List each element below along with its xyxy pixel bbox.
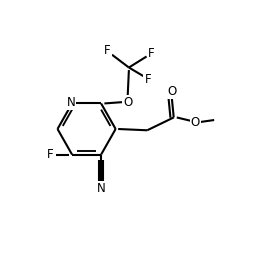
Text: N: N [97,182,105,195]
Text: N: N [66,96,75,109]
Text: O: O [123,96,132,109]
Text: F: F [104,44,111,57]
Text: F: F [145,72,151,86]
Text: F: F [148,47,154,60]
Text: O: O [190,116,200,128]
Text: O: O [168,85,177,98]
Text: F: F [47,148,54,161]
